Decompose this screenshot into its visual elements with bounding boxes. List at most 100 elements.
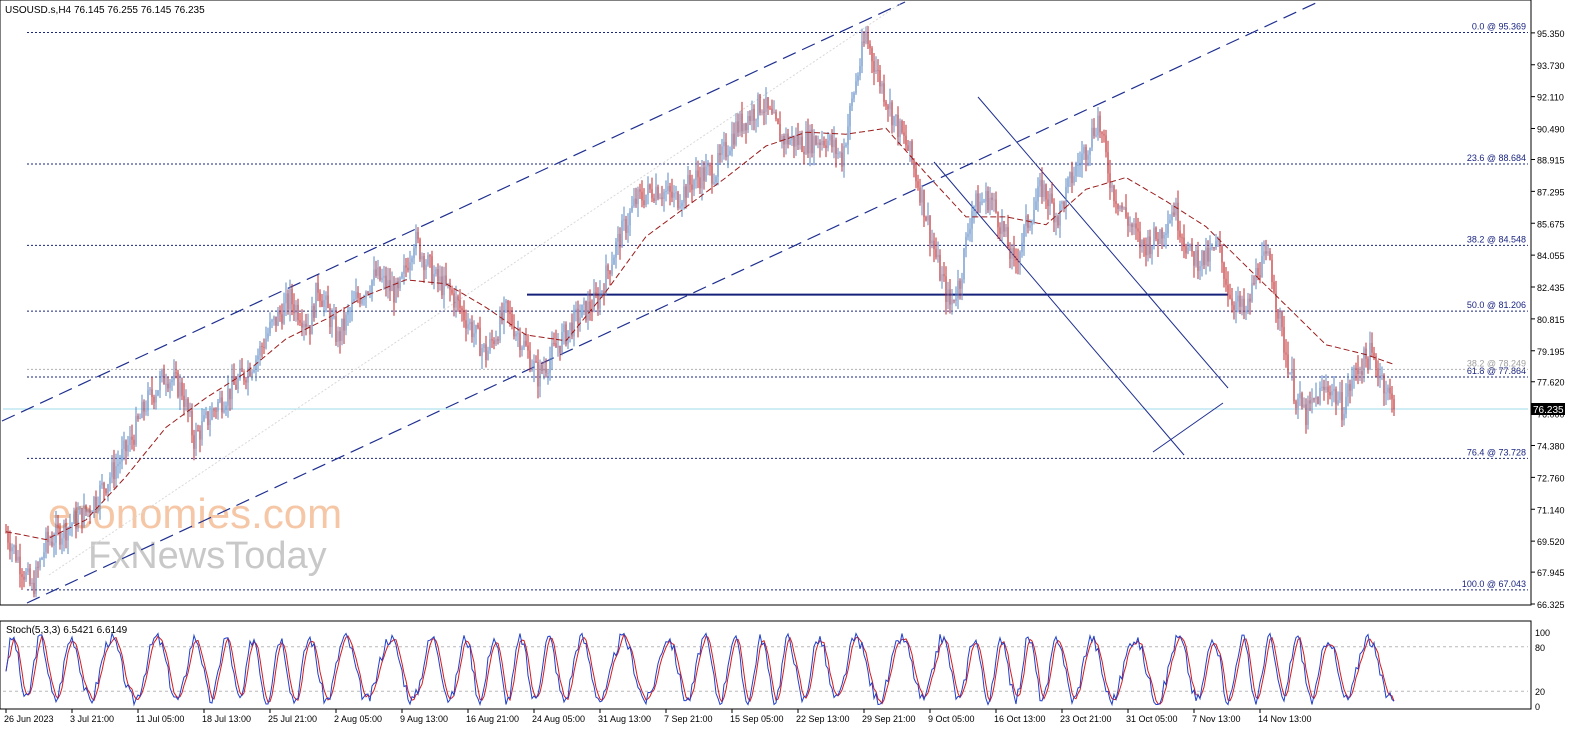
candle-body	[1183, 237, 1185, 247]
candle-body	[1265, 251, 1267, 254]
candle-body	[1357, 368, 1359, 374]
candle-body	[399, 277, 401, 289]
candle-body	[509, 310, 511, 315]
candle-body	[919, 187, 921, 203]
candle-body	[585, 300, 587, 321]
candle-body	[1317, 396, 1319, 405]
candle-body	[1057, 216, 1059, 226]
candle-body	[843, 146, 845, 167]
candle-body	[1341, 392, 1343, 421]
candle-body	[751, 109, 753, 122]
candle-body	[427, 255, 429, 265]
candle-body	[53, 543, 55, 546]
candle-body	[795, 136, 797, 147]
stoch-signal-line	[5, 633, 1395, 705]
candle-body	[571, 322, 573, 337]
candle-body	[909, 141, 911, 151]
candle-body	[125, 440, 127, 452]
candle-body	[1261, 255, 1263, 278]
price-tick-label: 85.675	[1537, 219, 1565, 229]
candle-body	[563, 324, 565, 333]
candle-body	[745, 123, 747, 131]
time-tick-label: 31 Oct 05:00	[1126, 714, 1178, 724]
candle-body	[595, 292, 597, 296]
candle-body	[1047, 199, 1049, 207]
candle-body	[415, 231, 417, 249]
current-price-marker	[1531, 403, 1565, 416]
candle-body	[557, 345, 559, 348]
candle-body	[711, 165, 713, 184]
price-tick-label: 79.195	[1537, 347, 1565, 357]
candle-body	[1303, 404, 1305, 408]
candle-body	[1151, 246, 1153, 255]
candle-body	[151, 389, 153, 398]
candle-body	[793, 135, 795, 147]
candle-body	[1275, 293, 1277, 310]
candle-body	[1017, 260, 1019, 263]
time-tick-label: 3 Jul 21:00	[70, 714, 114, 724]
candle-body	[301, 322, 303, 328]
candle-body	[1267, 251, 1269, 254]
candle-body	[865, 33, 867, 43]
candle-body	[257, 355, 259, 360]
candle-body	[1095, 135, 1097, 137]
candle-body	[191, 410, 193, 436]
candle-body	[535, 361, 537, 363]
candle-body	[1293, 369, 1295, 402]
candle-body	[665, 190, 667, 192]
candle-body	[829, 135, 831, 141]
candle-body	[927, 215, 929, 221]
candle-body	[775, 111, 777, 119]
candle-body	[951, 299, 953, 305]
candle-body	[323, 300, 325, 307]
price-tick-label: 90.490	[1537, 125, 1565, 135]
candle-body	[1291, 369, 1293, 374]
candle-body	[69, 525, 71, 528]
candle-body	[193, 435, 195, 449]
candle-body	[221, 397, 223, 413]
candle-body	[643, 200, 645, 205]
candle-body	[481, 347, 483, 356]
candle-body	[103, 482, 105, 490]
candle-body	[821, 140, 823, 145]
candle-body	[37, 566, 39, 568]
fib-label-3: 50.0 @ 81.206	[1467, 300, 1526, 310]
candle-body	[1189, 243, 1191, 248]
candle-body	[1147, 236, 1149, 256]
candle-body	[49, 541, 51, 543]
candle-body	[165, 383, 167, 385]
candle-body	[1093, 127, 1095, 136]
candle-body	[1209, 247, 1211, 262]
candle-body	[207, 411, 209, 426]
candle-body	[213, 409, 215, 411]
candle-body	[687, 175, 689, 198]
candle-body	[991, 197, 993, 200]
candle-body	[1281, 311, 1283, 328]
candle-body	[469, 321, 471, 325]
candle-body	[473, 333, 475, 338]
price-tick-label: 77.620	[1537, 378, 1565, 388]
candle-body	[337, 331, 339, 342]
candle-body	[987, 191, 989, 211]
candle-body	[683, 186, 685, 203]
candle-body	[781, 136, 783, 142]
candle-body	[1287, 354, 1289, 374]
candle-body	[807, 132, 809, 154]
candle-body	[241, 367, 243, 372]
candle-body	[19, 556, 21, 575]
candle-body	[417, 231, 419, 240]
candle-body	[33, 582, 35, 595]
price-tick-label: 71.140	[1537, 505, 1565, 515]
time-tick-label: 24 Aug 05:00	[532, 714, 585, 724]
candle-body	[1327, 386, 1329, 393]
candle-body	[1213, 247, 1215, 249]
candle-body	[913, 160, 915, 169]
candle-body	[1343, 413, 1345, 421]
candle-body	[515, 333, 517, 337]
candle-body	[1187, 247, 1189, 254]
candle-body	[1195, 250, 1197, 266]
candle-body	[293, 304, 295, 314]
candle-body	[437, 269, 439, 282]
candle-body	[343, 318, 345, 331]
candle-body	[1071, 172, 1073, 184]
